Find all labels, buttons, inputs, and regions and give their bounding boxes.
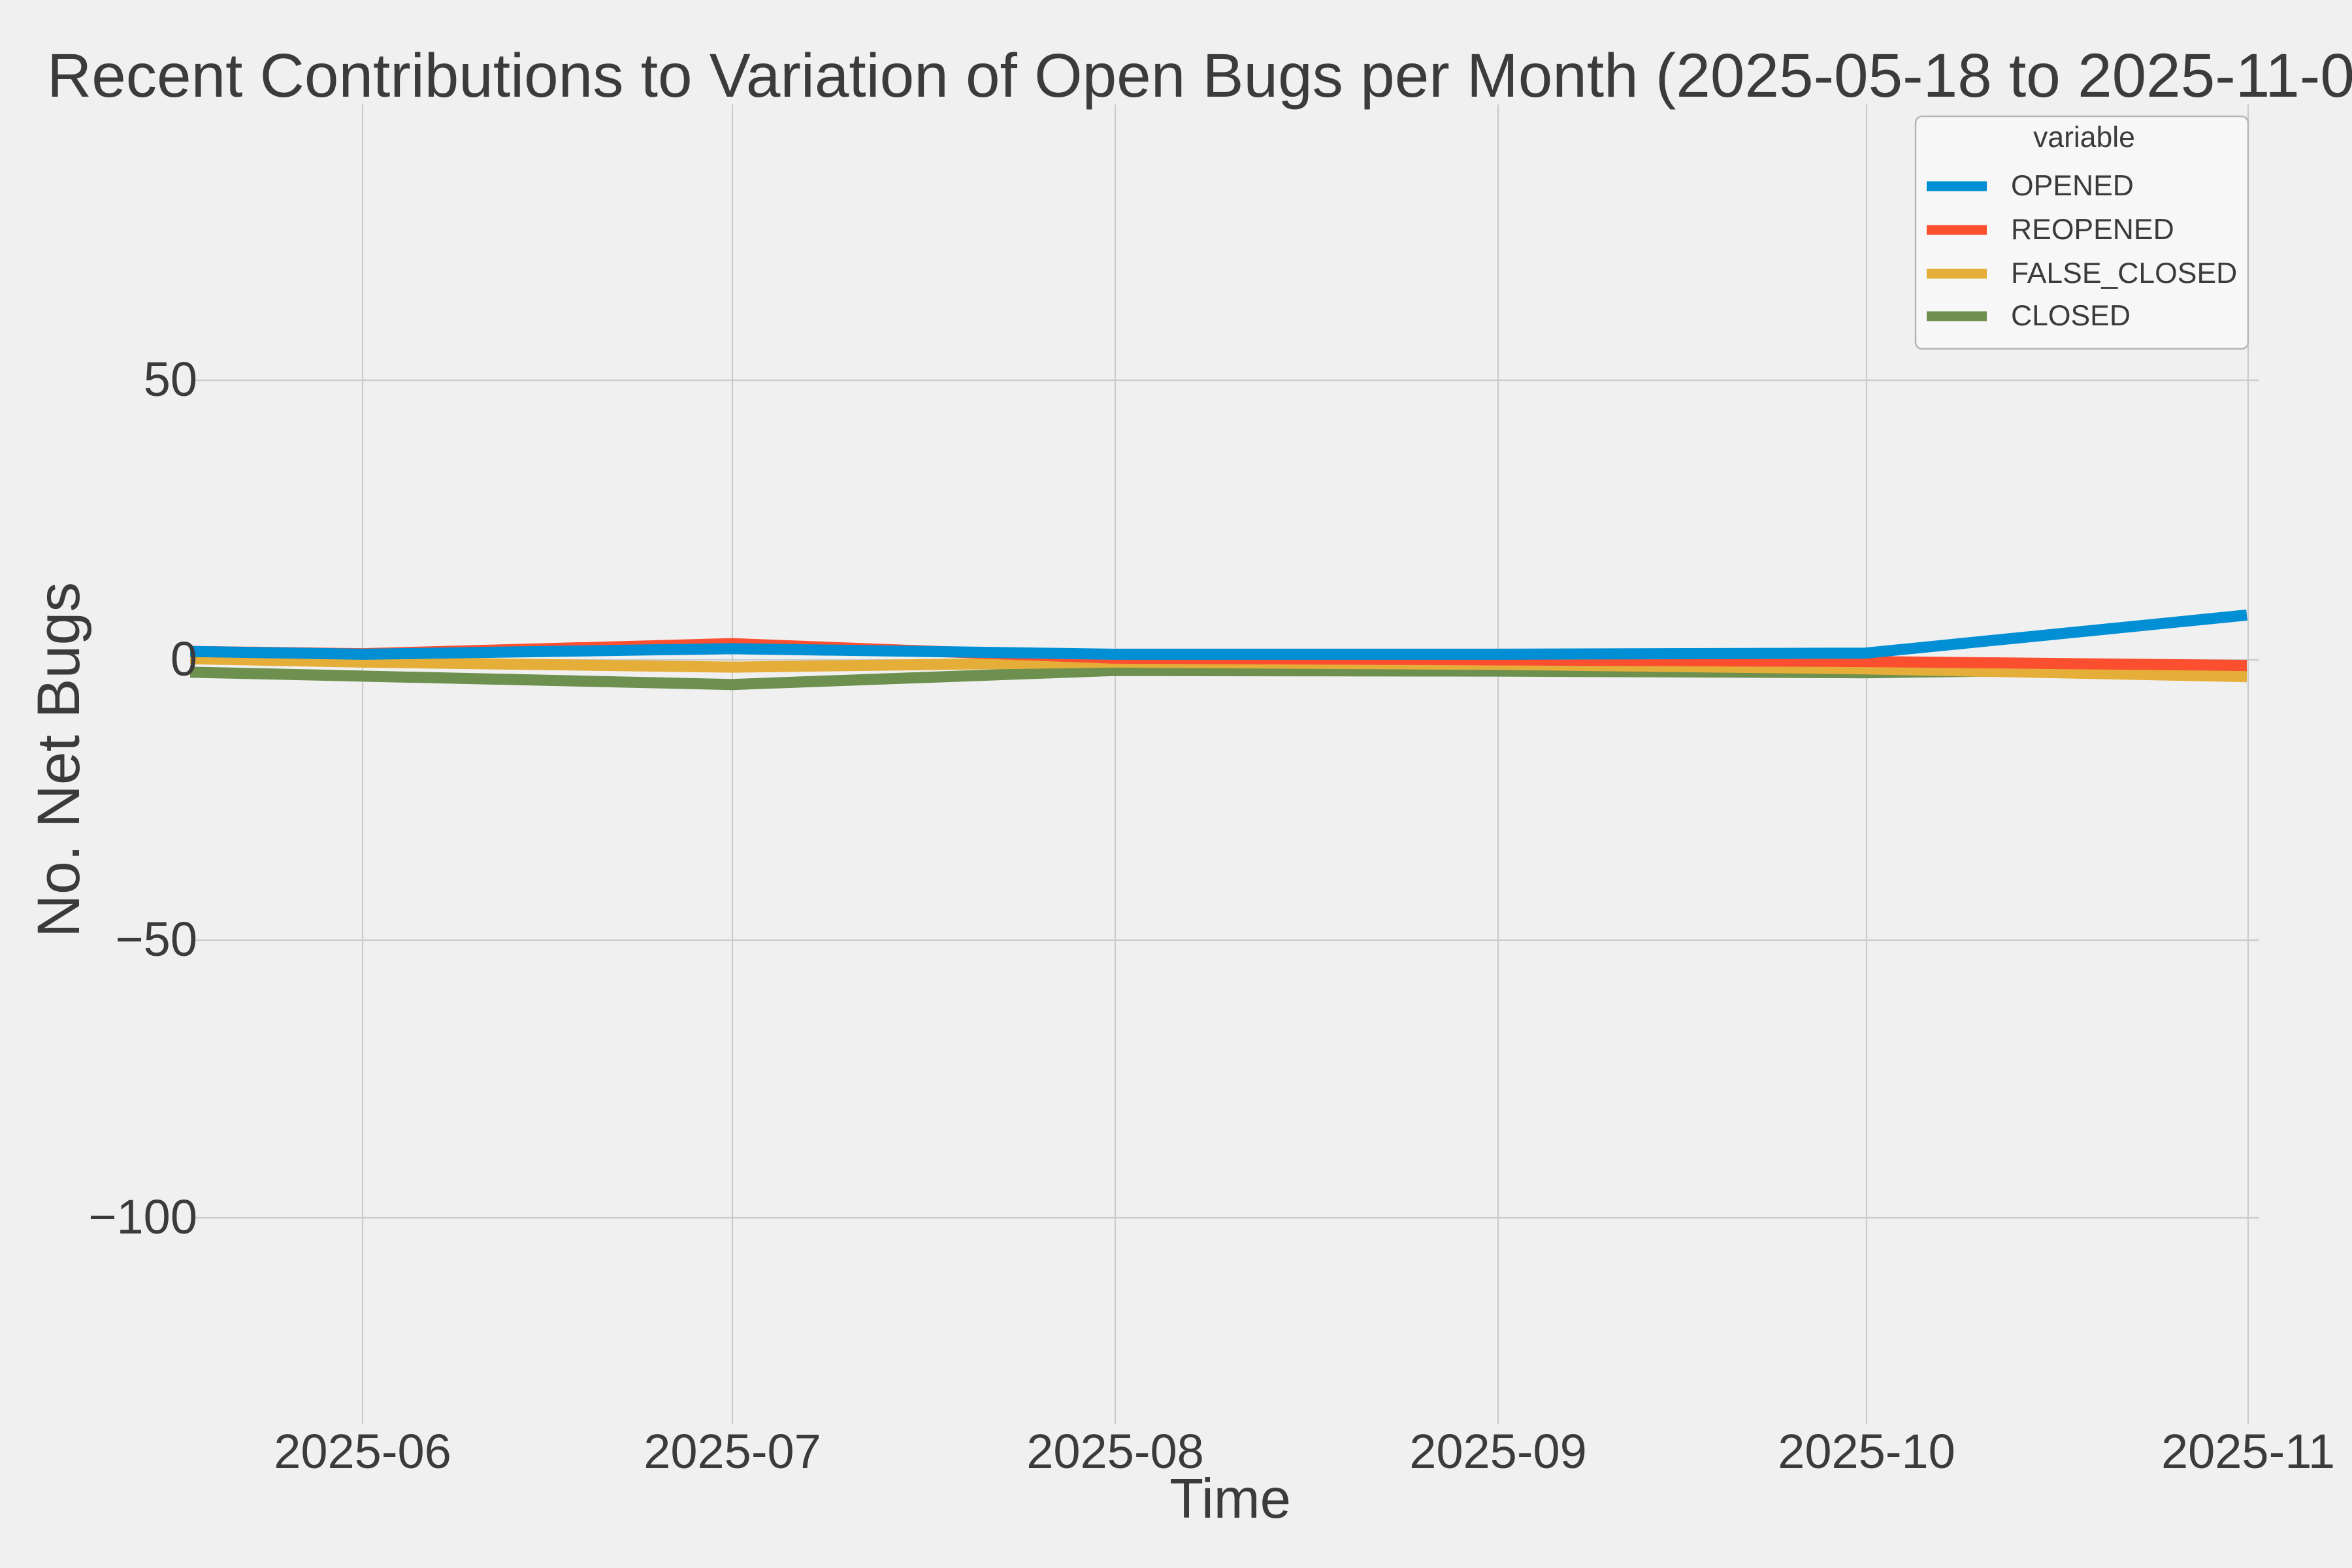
svg-text:Recent Contributions to Variat: Recent Contributions to Variation of Ope…: [47, 41, 2352, 110]
svg-text:50: 50: [144, 352, 197, 406]
svg-text:REOPENED: REOPENED: [2011, 214, 2174, 246]
svg-text:−50: −50: [115, 912, 197, 966]
svg-text:−100: −100: [88, 1190, 197, 1244]
svg-text:2025-06: 2025-06: [274, 1424, 451, 1478]
svg-text:2025-10: 2025-10: [1778, 1424, 1955, 1478]
svg-text:CLOSED: CLOSED: [2011, 300, 2131, 332]
svg-text:2025-07: 2025-07: [644, 1424, 821, 1478]
svg-text:2025-11: 2025-11: [2161, 1424, 2335, 1478]
svg-text:Time: Time: [1169, 1468, 1291, 1530]
svg-text:No. Net Bugs: No. Net Bugs: [25, 582, 92, 938]
svg-text:0: 0: [171, 632, 197, 686]
svg-text:2025-09: 2025-09: [1409, 1424, 1587, 1478]
svg-text:FALSE_CLOSED: FALSE_CLOSED: [2011, 257, 2237, 289]
svg-text:variable: variable: [2033, 122, 2135, 154]
svg-text:OPENED: OPENED: [2011, 170, 2134, 202]
